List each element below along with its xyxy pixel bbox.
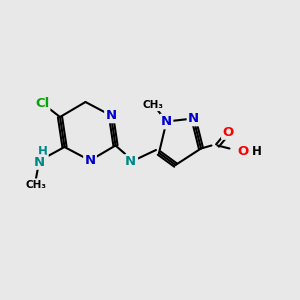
Text: N: N — [105, 109, 117, 122]
Text: CH₃: CH₃ — [142, 100, 164, 110]
Text: O: O — [237, 145, 249, 158]
Text: N: N — [161, 115, 172, 128]
Text: H: H — [127, 154, 137, 167]
Text: N: N — [84, 154, 96, 167]
Text: O: O — [222, 125, 234, 139]
Text: H: H — [38, 145, 47, 158]
Text: N: N — [33, 155, 45, 169]
Text: Cl: Cl — [35, 97, 49, 110]
Text: CH₃: CH₃ — [26, 179, 46, 190]
Text: H: H — [252, 145, 261, 158]
Text: N: N — [188, 112, 199, 125]
Text: N: N — [125, 155, 136, 169]
